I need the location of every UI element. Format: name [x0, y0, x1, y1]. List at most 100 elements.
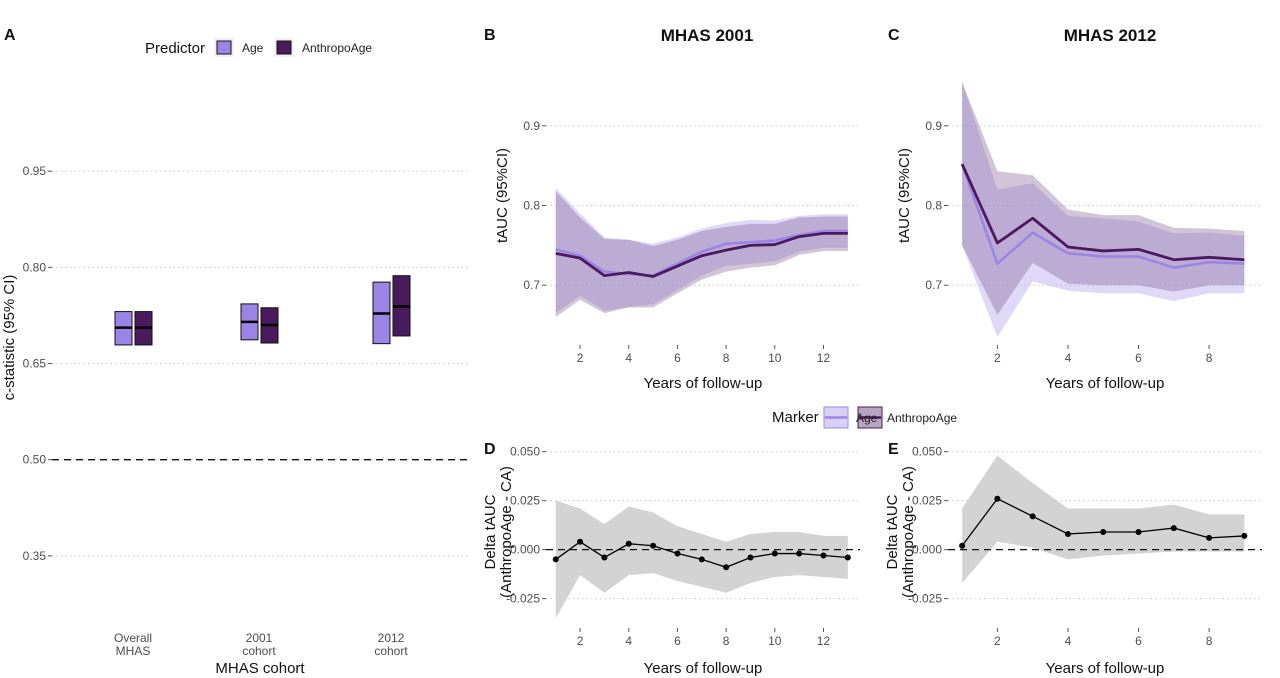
panel-title: MHAS 2001 — [661, 26, 754, 45]
y-tick-label: 0.7 — [925, 278, 942, 292]
y-axis-title: tAUC (95%CI) — [896, 148, 913, 243]
data-point — [796, 550, 803, 557]
x-axis-title: Years of follow-up — [644, 660, 763, 677]
legend-label: Age — [242, 41, 264, 55]
x-tick-label: 6 — [674, 351, 681, 365]
y-axis-title: c-statistic (95% CI) — [1, 275, 18, 401]
panel-letter: C — [888, 27, 900, 44]
x-tick-label: 6 — [1135, 351, 1142, 365]
data-point — [577, 538, 584, 545]
data-point — [1241, 532, 1248, 539]
x-tick-label: MHAS — [116, 644, 151, 658]
data-point — [747, 554, 754, 561]
x-tick-label: 2 — [994, 634, 1001, 648]
x-tick-label: 10 — [768, 634, 782, 648]
x-tick-label: 8 — [723, 351, 730, 365]
legend-label: Age — [856, 411, 878, 425]
y-axis-title: tAUC (95%CI) — [494, 148, 511, 243]
data-point — [1135, 529, 1142, 535]
series-line-anthropoage — [555, 232, 848, 278]
x-tick-label: 2 — [577, 351, 584, 365]
data-point — [698, 556, 705, 563]
legend-title: Marker — [772, 409, 819, 426]
panel-title: MHAS 2012 — [1064, 26, 1157, 45]
data-point — [552, 556, 559, 563]
x-tick-label: 6 — [1135, 634, 1142, 648]
x-tick-label: 4 — [625, 634, 632, 648]
y-tick-label: 0.50 — [23, 453, 47, 467]
y-tick-label: -0.025 — [908, 592, 942, 606]
legend-marker: Marker Age AnthropoAge — [772, 406, 957, 429]
y-tick-label: 0.80 — [23, 260, 47, 274]
legend-label: AnthropoAge — [302, 41, 372, 55]
series-line-age — [555, 229, 848, 277]
legend-key — [276, 40, 292, 55]
data-point — [625, 540, 632, 547]
x-tick-label: 12 — [817, 351, 831, 365]
data-point — [650, 542, 657, 549]
y-tick-label: 0.8 — [523, 199, 540, 213]
legend-key — [216, 40, 232, 55]
legend-title: Predictor — [145, 40, 205, 57]
y-axis-title: (AnthropoAge - CA) — [900, 466, 917, 598]
x-tick-label: cohort — [242, 644, 276, 658]
y-tick-label: 0.95 — [23, 164, 47, 178]
y-tick-label: 0.025 — [912, 494, 942, 508]
y-tick-label: 0.025 — [510, 494, 540, 508]
series-line-anthropoage — [960, 163, 1245, 262]
x-tick-label: 2 — [577, 634, 584, 648]
data-point — [1206, 534, 1213, 541]
x-tick-label: 4 — [625, 351, 632, 365]
panel-letter: B — [484, 27, 496, 44]
x-tick-label: 12 — [817, 634, 831, 648]
y-tick-label: 0.9 — [523, 119, 540, 133]
y-tick-label: 0.000 — [912, 543, 942, 557]
ci-band — [962, 455, 1245, 583]
data-point — [844, 554, 851, 561]
data-point — [994, 495, 1001, 502]
data-point — [1170, 525, 1177, 532]
data-point — [674, 550, 681, 557]
y-tick-label: -0.025 — [506, 592, 540, 606]
data-point — [1029, 513, 1036, 520]
y-tick-label: 0.000 — [510, 543, 540, 557]
x-tick-label: 8 — [1206, 351, 1213, 365]
y-tick-label: 0.8 — [925, 199, 942, 213]
data-point — [1064, 530, 1071, 537]
panel-c: C MHAS 2012 0.7 0.8 0.9 2 4 6 8 Years of follow-u… — [888, 26, 1262, 392]
data-point — [771, 550, 778, 557]
series-line-age — [960, 163, 1245, 269]
panel-a: A 0.35 0.50 0.65 0.80 0.95 c-statistic (95% CI… — [1, 27, 470, 677]
panel-letter-a: A — [4, 27, 16, 44]
x-tick-label: 2012 — [378, 631, 405, 645]
ci-band-anthropoage — [962, 81, 1245, 315]
x-tick-label: 8 — [1206, 634, 1213, 648]
data-point — [959, 542, 966, 549]
x-tick-label: 10 — [768, 351, 782, 365]
legend-label: AnthropoAge — [887, 411, 957, 425]
x-tick-label: cohort — [374, 644, 408, 658]
panel-b: B MHAS 2001 0.7 0.8 0.9 2 4 6 8 10 12 Years of foll… — [484, 26, 860, 392]
data-point — [723, 564, 730, 571]
y-tick-label: 0.050 — [912, 445, 942, 459]
y-axis-title: Delta tAUC — [884, 494, 901, 569]
y-tick-label: 0.35 — [23, 549, 47, 563]
panel-e: E -0.025 0.000 0.025 0.050 2 4 6 8 Years of follo… — [884, 441, 1262, 677]
y-axis-title: (AnthropoAge - CA) — [498, 466, 515, 598]
y-tick-label: 0.9 — [925, 119, 942, 133]
panel-d: D -0.025 0.000 0.025 0.050 2 4 6 8 10 12 Years of f… — [482, 441, 860, 677]
legend-predictor: Predictor Age AnthropoAge — [145, 38, 372, 57]
y-tick-label: 0.050 — [510, 445, 540, 459]
x-tick-label: 6 — [674, 634, 681, 648]
panel-letter: D — [484, 441, 496, 458]
x-tick-label: Overall — [114, 631, 152, 645]
x-tick-label: 8 — [723, 634, 730, 648]
data-point — [820, 552, 827, 559]
y-axis-title: Delta tAUC — [482, 494, 499, 569]
x-axis-title: Years of follow-up — [1046, 375, 1165, 392]
data-point — [601, 554, 608, 561]
x-axis-title: Years of follow-up — [1046, 660, 1165, 677]
y-tick-label: 0.7 — [523, 278, 540, 292]
x-tick-label: 4 — [1065, 351, 1072, 365]
